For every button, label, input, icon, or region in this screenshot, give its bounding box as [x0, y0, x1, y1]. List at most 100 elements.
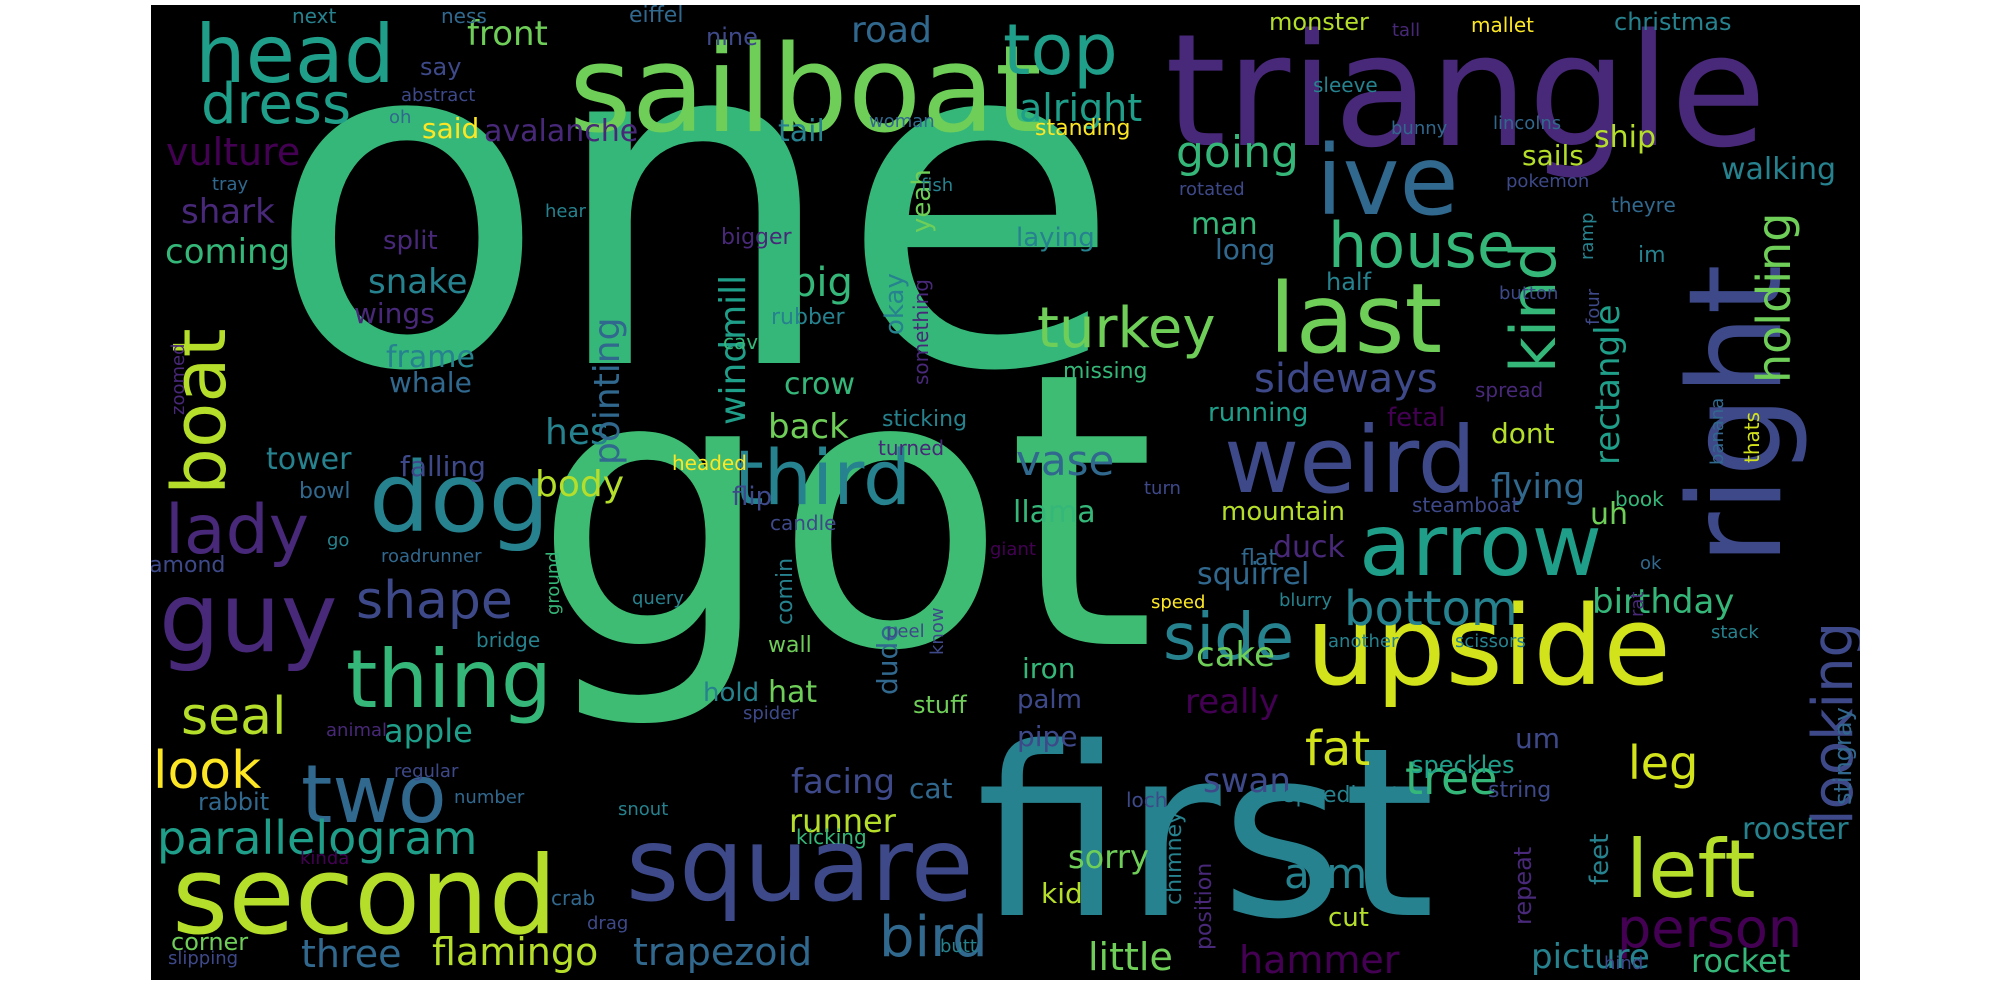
word-running: running — [1208, 398, 1309, 428]
word-standing: standing — [1035, 116, 1131, 141]
word-half: half — [1326, 268, 1372, 296]
word-rat: rat — [1627, 591, 1648, 618]
word-leg: leg — [1628, 736, 1699, 790]
word-two: two — [301, 748, 447, 841]
word-kid: kid — [1041, 877, 1083, 910]
word-animal: animal — [326, 720, 388, 741]
word-turned: turned — [878, 436, 945, 460]
word-speedboat: speedboat — [1284, 783, 1400, 808]
word-number: number — [454, 787, 525, 808]
word-book: book — [1615, 487, 1664, 511]
word-side: side — [1163, 601, 1295, 675]
word-drag: drag — [587, 913, 629, 934]
word-flamingo: flamingo — [432, 930, 599, 974]
word-corner: corner — [171, 928, 249, 956]
word-scissors: scissors — [1455, 631, 1526, 652]
word-position: position — [1192, 862, 1217, 950]
word-uh: uh — [1590, 497, 1629, 532]
word-string: string — [1488, 778, 1552, 803]
word-tower: tower — [266, 442, 352, 477]
word-snout: snout — [618, 799, 669, 820]
word-hear: hear — [545, 201, 586, 222]
word-rotated: rotated — [1179, 179, 1245, 200]
word-long: long — [1215, 233, 1276, 266]
word-stuff: stuff — [913, 691, 967, 719]
word-diamond: diamond — [151, 553, 226, 578]
word-lady: lady — [165, 491, 309, 570]
word-flat: flat — [1241, 546, 1277, 571]
word-speckles: speckles — [1411, 751, 1515, 779]
word-first: first — [976, 698, 1436, 971]
word-fetal: fetal — [1387, 403, 1446, 433]
word-cut: cut — [1328, 903, 1369, 933]
word-avalanche: avalanche — [484, 114, 639, 149]
word-cloud: one got first triangle sailboat upside r… — [151, 5, 1860, 980]
word-turn: turn — [1144, 478, 1181, 499]
word-falling: falling — [400, 450, 486, 483]
word-stingray: stingray — [1829, 707, 1857, 805]
word-rooster: rooster — [1742, 812, 1849, 847]
word-feet: feet — [1585, 833, 1615, 885]
word-ground: ground — [543, 551, 564, 615]
word-got: got — [533, 291, 1156, 734]
word-frame: frame — [386, 340, 475, 375]
word-kind: kind — [1497, 241, 1570, 373]
word-going: going — [1176, 127, 1299, 178]
word-speed: speed — [1151, 592, 1206, 613]
word-front: front — [467, 14, 548, 54]
word-kicking: kicking — [796, 825, 867, 849]
word-say: say — [420, 53, 462, 81]
word-walking: walking — [1721, 152, 1837, 187]
word-turkey: turkey — [1037, 296, 1216, 361]
word-rectangle: rectangle — [1588, 304, 1628, 465]
word-wings: wings — [354, 297, 435, 330]
word-sails: sails — [1522, 139, 1584, 172]
word-house: house — [1328, 209, 1515, 282]
word-repeat: repeat — [1509, 846, 1537, 925]
word-ive: ive — [1316, 125, 1459, 237]
word-triangle: triangle — [1165, 5, 1767, 182]
word-dress: dress — [201, 72, 352, 137]
word-parallelogram: parallelogram — [157, 811, 478, 865]
word-road: road — [851, 10, 932, 51]
word-fat: fat — [1305, 721, 1371, 777]
word-rabbit: rabbit — [198, 788, 270, 816]
word-palm: palm — [1017, 685, 1082, 715]
word-pointing: pointing — [587, 317, 628, 465]
word-lincolns: lincolns — [1493, 113, 1562, 134]
word-really: really — [1185, 682, 1279, 722]
word-spread: spread — [1475, 378, 1544, 402]
word-duck: duck — [1273, 530, 1345, 565]
word-comin: comin — [773, 557, 798, 625]
word-candle: candle — [770, 511, 837, 535]
word-runner: runner — [789, 802, 896, 840]
word-hammer: hammer — [1239, 938, 1400, 980]
word-rocket: rocket — [1691, 942, 1791, 980]
word-third: third — [734, 433, 912, 522]
word-woman: woman — [869, 111, 935, 132]
word-sorry: sorry — [1068, 838, 1149, 876]
word-slipping: slipping — [168, 948, 239, 969]
word-back: back — [768, 407, 849, 447]
word-okay: okay — [880, 273, 910, 335]
word-whale: whale — [389, 366, 472, 399]
word-flying: flying — [1491, 467, 1586, 507]
word-vase: vase — [1016, 436, 1115, 485]
word-birthday: birthday — [1592, 582, 1735, 622]
word-shark: shark — [181, 192, 275, 232]
word-um: um — [1515, 722, 1561, 755]
word-swan: swan — [1203, 761, 1291, 801]
word-look: look — [153, 741, 262, 801]
word-dont: dont — [1491, 417, 1555, 450]
word-rubber: rubber — [771, 305, 845, 330]
word-man: man — [1191, 207, 1258, 242]
word-banana: banana — [1707, 397, 1728, 465]
word-christmas: christmas — [1614, 8, 1732, 36]
word-butt: butt — [940, 936, 977, 957]
word-button: button — [1499, 283, 1559, 304]
word-trapezoid: trapezoid — [633, 930, 813, 974]
word-zoomed: zoomed — [168, 343, 189, 415]
word-im: im — [1638, 243, 1666, 268]
word-ship: ship — [1594, 120, 1657, 155]
word-fish: fish — [921, 175, 954, 196]
